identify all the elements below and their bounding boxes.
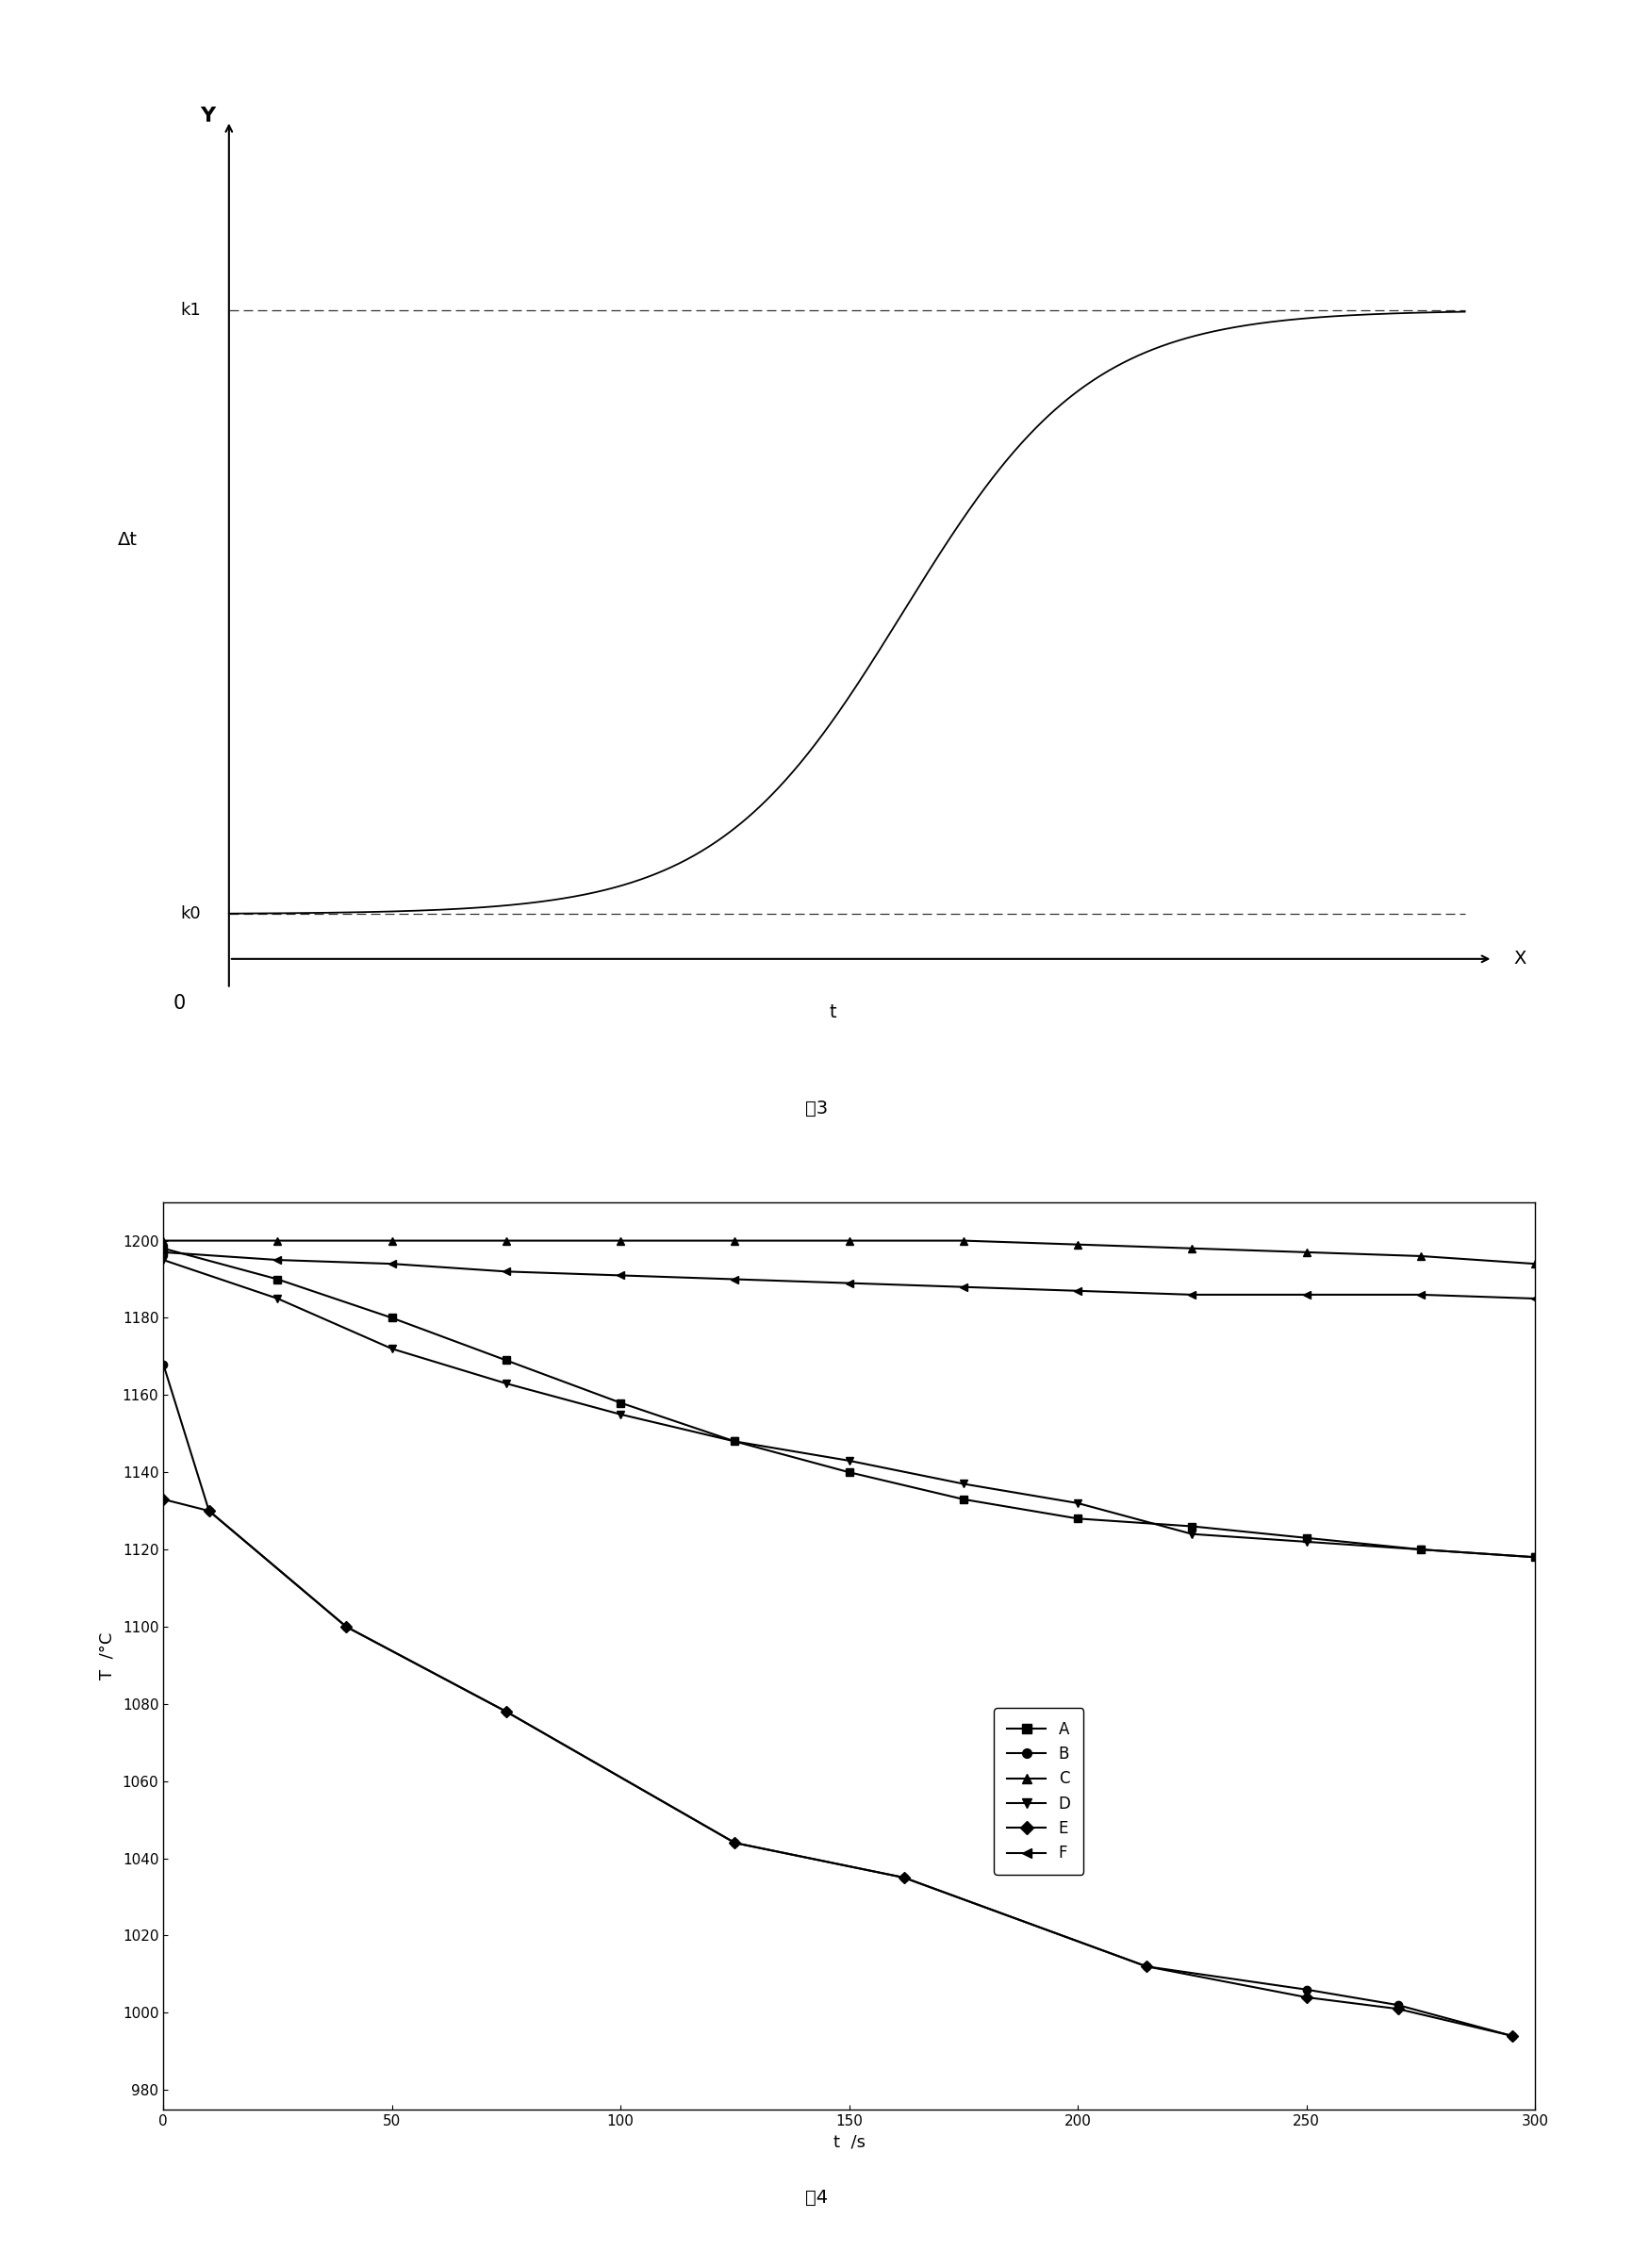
Text: 0: 0 (173, 993, 186, 1014)
B (199, 1497, 219, 1524)
B (1388, 1991, 1408, 2019)
Line: F: F (160, 1247, 1538, 1302)
Text: 图4: 图4 (805, 2189, 828, 2207)
B (1137, 1953, 1156, 1980)
D (154, 1247, 173, 1275)
A (1182, 1513, 1202, 1540)
D (954, 1470, 973, 1497)
F (1068, 1277, 1088, 1304)
E (496, 1699, 516, 1726)
C (154, 1227, 173, 1254)
C (611, 1227, 630, 1254)
Line: B: B (160, 1361, 1515, 2039)
E (154, 1486, 173, 1513)
D (1297, 1529, 1316, 1556)
E (336, 1613, 356, 1640)
D (725, 1429, 745, 1456)
Line: C: C (160, 1236, 1538, 1268)
F (1182, 1281, 1202, 1309)
E (725, 1830, 745, 1857)
C (1411, 1243, 1431, 1270)
Text: 图3: 图3 (805, 1100, 828, 1118)
B (725, 1830, 745, 1857)
Line: E: E (160, 1495, 1515, 2039)
E (199, 1497, 219, 1524)
F (1525, 1286, 1545, 1313)
C (496, 1227, 516, 1254)
B (1297, 1975, 1316, 2003)
A (496, 1347, 516, 1374)
Text: k0: k0 (181, 905, 201, 923)
F (382, 1250, 402, 1277)
B (895, 1864, 914, 1892)
F (496, 1259, 516, 1286)
X-axis label: t  /s: t /s (833, 2134, 865, 2150)
A (1297, 1524, 1316, 1551)
D (1068, 1490, 1088, 1517)
A (1411, 1535, 1431, 1563)
A (382, 1304, 402, 1331)
D (268, 1286, 287, 1313)
C (268, 1227, 287, 1254)
D (1525, 1545, 1545, 1572)
D (611, 1402, 630, 1429)
F (268, 1247, 287, 1275)
Text: Δt: Δt (118, 531, 137, 549)
Text: Y: Y (201, 107, 216, 125)
Legend: A, B, C, D, E, F: A, B, C, D, E, F (994, 1708, 1083, 1876)
Text: k1: k1 (180, 302, 201, 320)
C (1297, 1238, 1316, 1266)
A (154, 1234, 173, 1261)
Line: A: A (160, 1245, 1538, 1560)
Text: t: t (830, 1005, 836, 1023)
F (954, 1272, 973, 1300)
A (725, 1429, 745, 1456)
D (496, 1370, 516, 1397)
C (1182, 1234, 1202, 1261)
C (839, 1227, 859, 1254)
F (611, 1261, 630, 1288)
A (1068, 1506, 1088, 1533)
E (1502, 2023, 1522, 2050)
B (496, 1699, 516, 1726)
C (725, 1227, 745, 1254)
C (954, 1227, 973, 1254)
D (1411, 1535, 1431, 1563)
B (336, 1613, 356, 1640)
E (895, 1864, 914, 1892)
F (154, 1238, 173, 1266)
E (1388, 1996, 1408, 2023)
B (154, 1349, 173, 1377)
A (1525, 1545, 1545, 1572)
C (1525, 1250, 1545, 1277)
Line: D: D (160, 1256, 1538, 1560)
F (1297, 1281, 1316, 1309)
A (611, 1390, 630, 1418)
D (1182, 1520, 1202, 1547)
A (954, 1486, 973, 1513)
E (1297, 1984, 1316, 2012)
F (725, 1266, 745, 1293)
Y-axis label: T  /°C: T /°C (98, 1633, 116, 1678)
C (1068, 1232, 1088, 1259)
A (268, 1266, 287, 1293)
A (839, 1458, 859, 1486)
B (1502, 2023, 1522, 2050)
D (382, 1336, 402, 1363)
F (839, 1270, 859, 1297)
Text: X: X (1514, 950, 1527, 968)
D (839, 1447, 859, 1474)
F (1411, 1281, 1431, 1309)
E (1137, 1953, 1156, 1980)
C (382, 1227, 402, 1254)
